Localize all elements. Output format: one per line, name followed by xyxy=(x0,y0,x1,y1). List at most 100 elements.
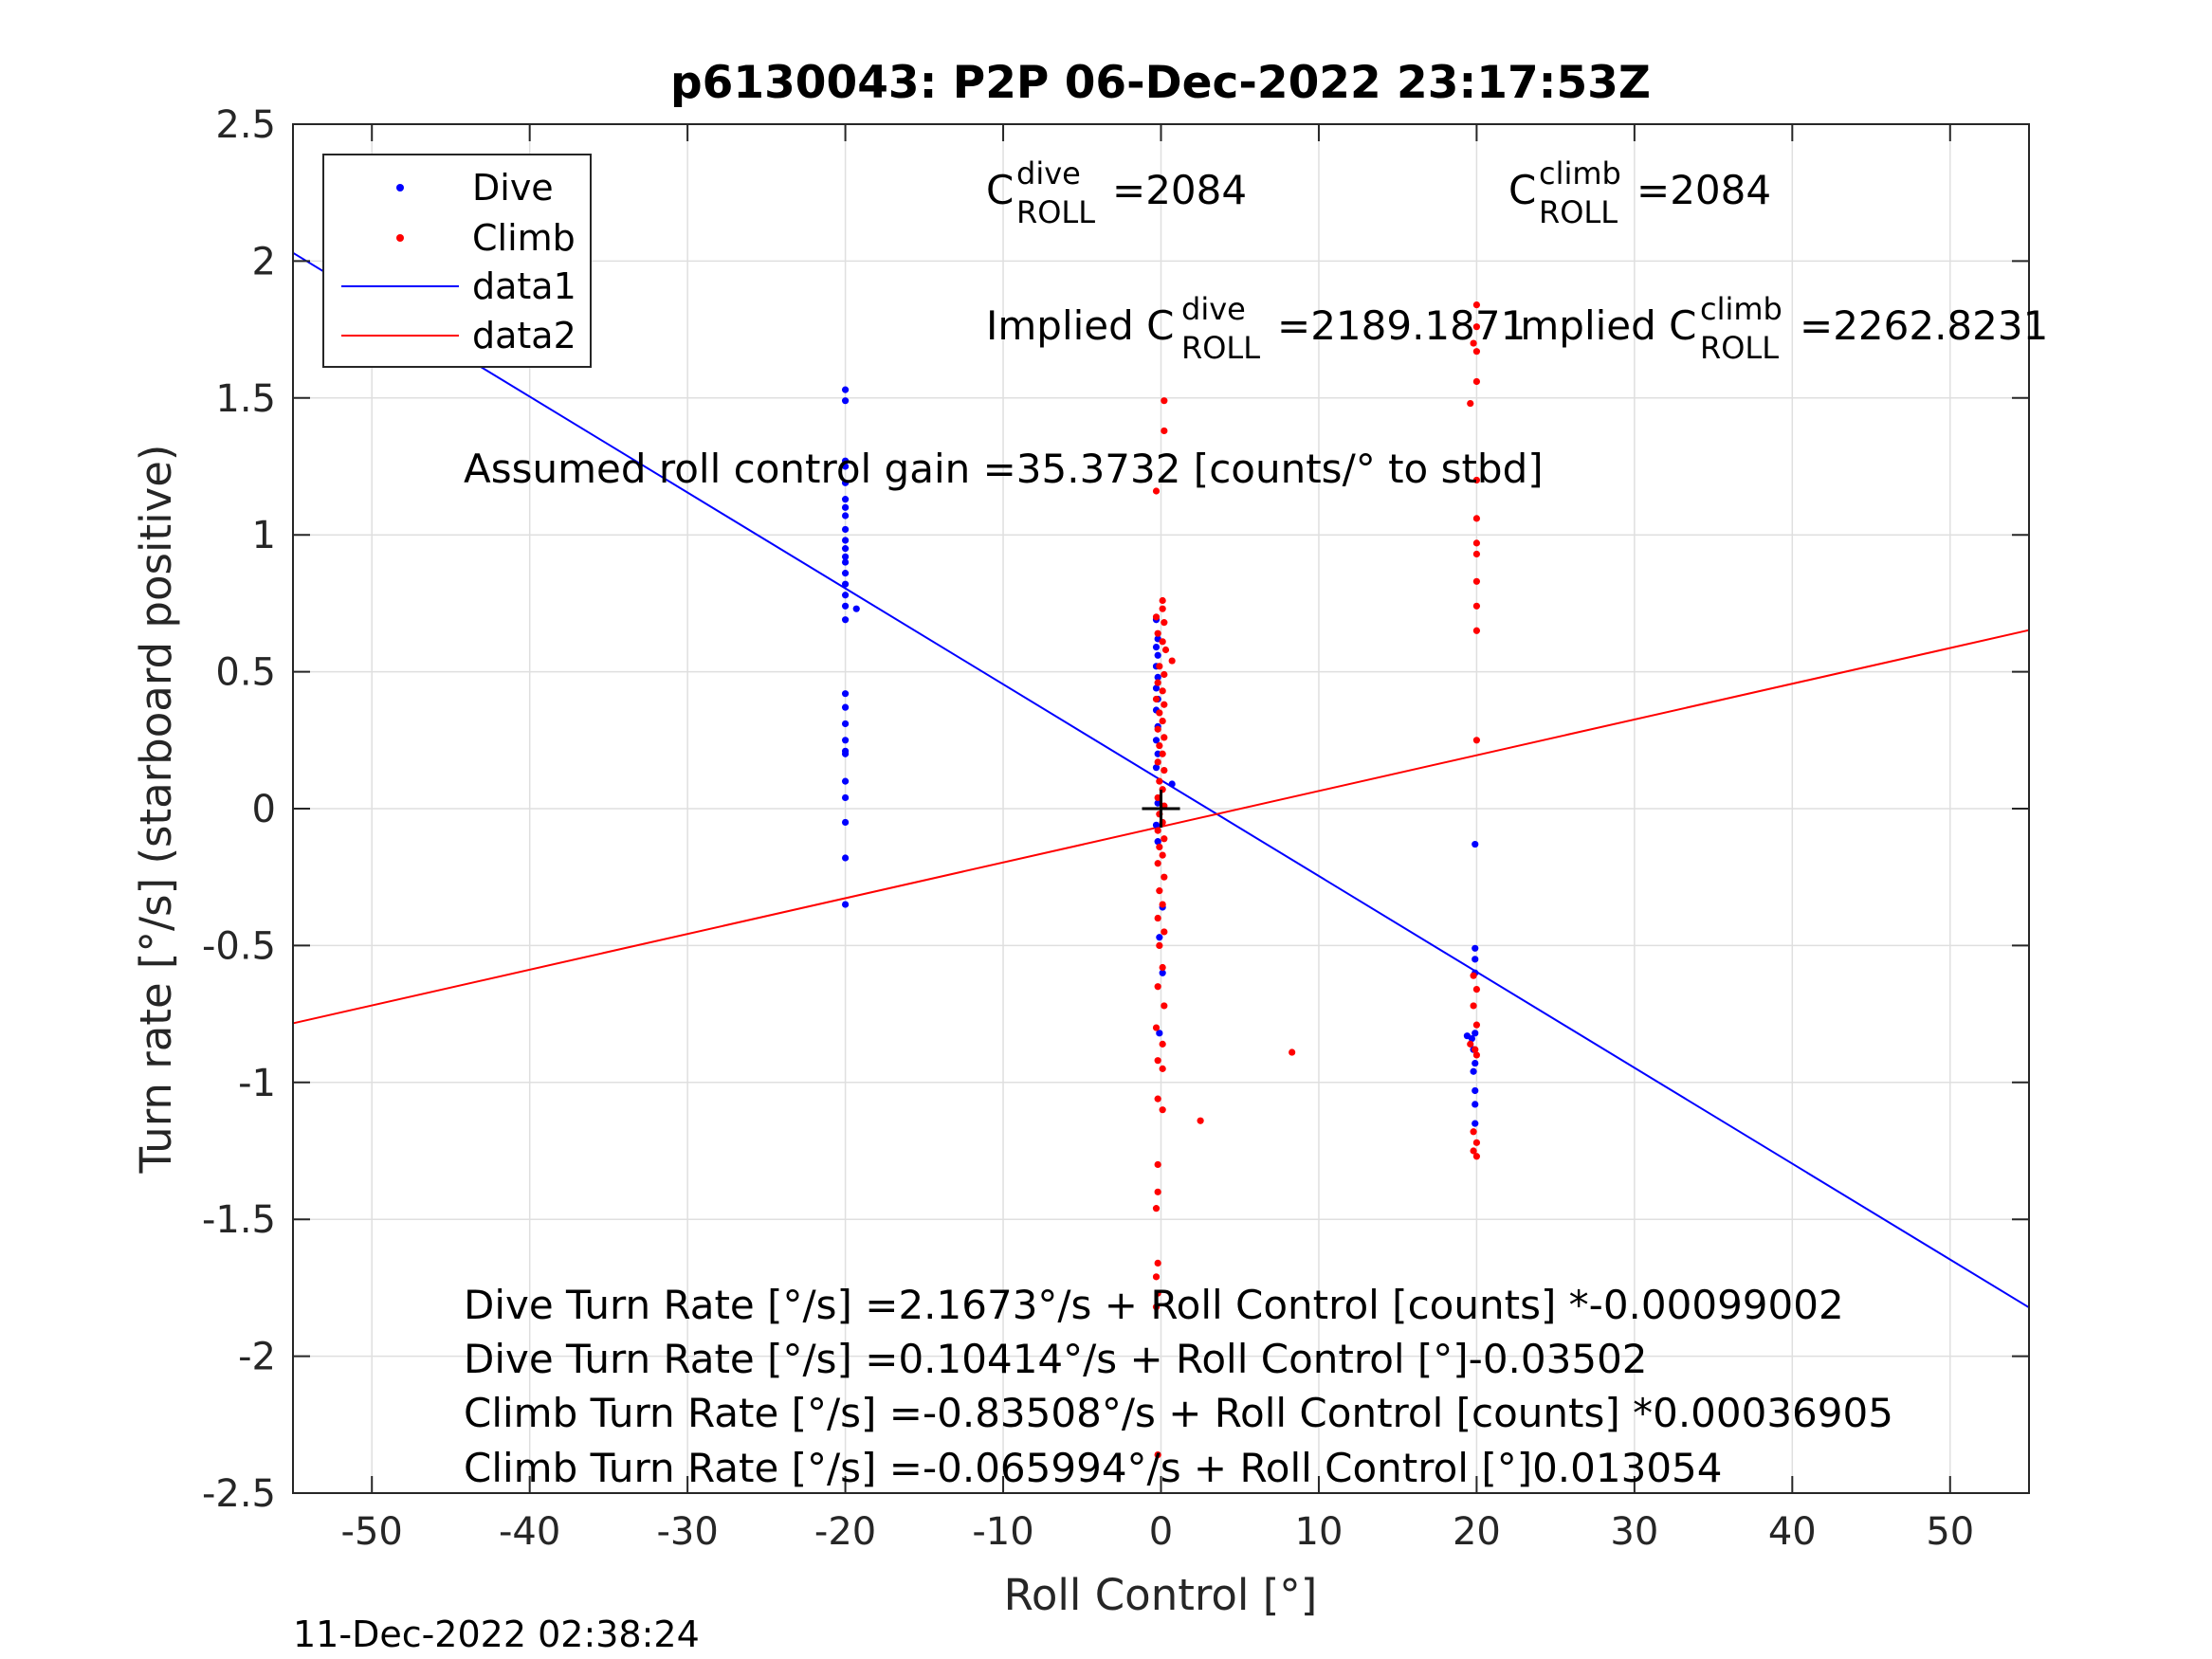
x-tick-label: 30 xyxy=(1610,1510,1658,1554)
implied-c-roll-dive-value: =2189.1871 xyxy=(1277,302,1526,349)
dive-point xyxy=(841,602,850,610)
climb-point xyxy=(1472,1051,1481,1059)
chart-title: p6130043: P2P 06-Dec-2022 23:17:53Z xyxy=(670,57,1651,109)
climb-point xyxy=(1472,323,1481,331)
implied-c-roll-climb-superscript: climb xyxy=(1700,291,1782,327)
c-roll-climb-base: C xyxy=(1508,167,1536,213)
climb-point xyxy=(1154,983,1161,991)
climb-point xyxy=(1472,737,1481,744)
x-tick-label: 50 xyxy=(1926,1510,1974,1554)
dive-point xyxy=(841,503,850,511)
dive-point xyxy=(1168,780,1176,788)
legend-box xyxy=(322,154,592,368)
climb-point xyxy=(1472,627,1481,634)
y-tick-label: 0 xyxy=(252,788,276,831)
climb-point xyxy=(1159,605,1166,612)
y-tick-label: -1 xyxy=(238,1062,276,1105)
dive-point xyxy=(1472,1101,1479,1108)
y-axis-label: Turn rate [°/s] (starboard positive) xyxy=(131,445,181,1175)
dive-point xyxy=(841,777,850,785)
climb-point xyxy=(1470,972,1477,979)
climb-point xyxy=(1161,873,1168,881)
climb-point xyxy=(1154,914,1161,922)
climb-point xyxy=(1472,577,1481,585)
c-roll-dive-subscript: ROLL xyxy=(1016,194,1095,230)
fit-equation-dive-degrees: Dive Turn Rate [°/s] =0.10414°/s + Roll … xyxy=(464,1336,1648,1382)
climb-point xyxy=(1154,758,1161,766)
x-tick-label: -30 xyxy=(656,1510,718,1554)
dive-point xyxy=(1472,1086,1479,1095)
climb-point xyxy=(1154,860,1161,867)
implied-c-roll-climb-annotation: Implied C climb ROLL =2262.8231 xyxy=(1508,291,2048,366)
y-tick-label: 1.5 xyxy=(215,377,276,421)
dive-point xyxy=(1154,838,1161,846)
climb-point xyxy=(1168,657,1176,665)
x-tick-label: 40 xyxy=(1768,1510,1817,1554)
climb-point xyxy=(1472,602,1481,610)
footer-timestamp: 11-Dec-2022 02:38:24 xyxy=(293,1613,700,1655)
y-tick-label: -2 xyxy=(238,1336,276,1379)
dive-point xyxy=(1156,934,1163,941)
fit-equation-dive-counts: Dive Turn Rate [°/s] =2.1673°/s + Roll C… xyxy=(464,1282,1844,1328)
climb-point xyxy=(1156,843,1163,851)
c-roll-dive-annotation: C dive ROLL =2084 xyxy=(986,155,1247,230)
climb-point xyxy=(1152,1024,1161,1031)
x-tick-label: -40 xyxy=(499,1510,560,1554)
dive-point xyxy=(1472,944,1479,952)
x-tick-label: 0 xyxy=(1149,1510,1173,1554)
y-tick-label: 2.5 xyxy=(215,103,276,147)
climb-point xyxy=(1470,1147,1477,1155)
climb-point xyxy=(1159,717,1166,725)
climb-point xyxy=(1161,835,1168,843)
implied-c-roll-climb-value: =2262.8231 xyxy=(1800,302,2048,349)
climb-point xyxy=(1156,709,1163,717)
dive-point xyxy=(852,605,860,612)
climb-point xyxy=(1154,793,1161,802)
dive-point xyxy=(1159,969,1166,976)
y-tick-label: 2 xyxy=(252,240,276,283)
climb-point xyxy=(1152,695,1161,703)
y-tick-label: -0.5 xyxy=(202,924,276,968)
climb-point xyxy=(1159,1106,1166,1114)
climb-point xyxy=(1470,339,1477,347)
x-axis-label: Roll Control [°] xyxy=(1004,1570,1318,1620)
origin-marker xyxy=(1142,790,1180,828)
dive-point xyxy=(841,690,850,698)
dive-point xyxy=(1154,651,1161,659)
implied-c-roll-dive-subscript: ROLL xyxy=(1181,330,1260,366)
dive-point xyxy=(1472,956,1479,963)
climb-point xyxy=(1154,1160,1161,1169)
climb-point xyxy=(1152,1273,1161,1281)
climb-point xyxy=(1472,1046,1479,1053)
climb-point xyxy=(1159,963,1166,972)
climb-point xyxy=(1159,687,1166,695)
climb-point xyxy=(1289,1048,1296,1056)
climb-point xyxy=(1154,1057,1161,1065)
dive-point xyxy=(1472,1059,1479,1067)
x-tick-label: -20 xyxy=(814,1510,876,1554)
c-roll-dive-superscript: dive xyxy=(1016,155,1081,191)
climb-point xyxy=(1472,515,1481,522)
dive-points xyxy=(841,386,1479,1127)
y-tick-label: 0.5 xyxy=(215,651,276,695)
climb-point xyxy=(1154,1289,1161,1297)
dive-point xyxy=(841,479,850,486)
climb-point xyxy=(1470,1128,1477,1136)
legend-marker-climb xyxy=(396,234,404,242)
dive-point xyxy=(841,553,850,560)
climb-point xyxy=(1152,1205,1161,1212)
climb-point xyxy=(1154,1259,1161,1267)
climb-point xyxy=(1152,1304,1161,1311)
climb-point xyxy=(1152,487,1161,495)
dive-point xyxy=(1472,840,1479,848)
dive-point xyxy=(841,397,850,405)
climb-point xyxy=(1472,476,1481,484)
climb-point xyxy=(1472,377,1481,386)
climb-point xyxy=(1154,827,1161,834)
legend-label-climb: Climb xyxy=(472,217,576,259)
tick-labels: -50 -40 -30 -20 -10 0 10 20 30 40 50-2.5-2-1.5-1-0… xyxy=(202,103,1974,1554)
implied-c-roll-dive-prefix: Implied C xyxy=(986,302,1174,349)
dive-point xyxy=(841,558,850,566)
climb-point xyxy=(1154,629,1161,637)
climb-point xyxy=(1161,397,1168,405)
